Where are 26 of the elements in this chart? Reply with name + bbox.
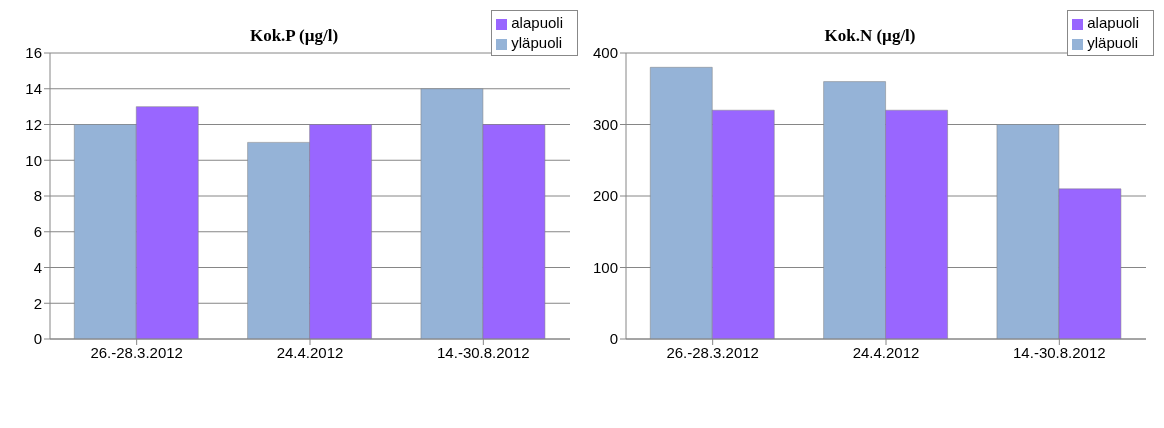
chart-title: Kok.P (µg/l) bbox=[249, 26, 339, 45]
legend-label: alapuoli bbox=[511, 14, 563, 31]
x-tick-label: 14.-30.8.2012 bbox=[437, 343, 530, 361]
legend-label: alapuoli bbox=[1087, 14, 1139, 31]
x-tick-label: 26.-28.3.2012 bbox=[90, 343, 183, 361]
y-tick-label: 16 bbox=[25, 44, 42, 62]
y-tick-label: 300 bbox=[592, 115, 618, 133]
x-tick-label: 24.4.2012 bbox=[276, 343, 344, 361]
y-tick-label: 6 bbox=[33, 223, 42, 241]
y-tick-label: 14 bbox=[25, 80, 42, 98]
y-tick-label: 10 bbox=[25, 151, 42, 169]
legend-label: yläpuoli bbox=[1087, 34, 1139, 51]
y-tick-label: 100 bbox=[592, 258, 618, 276]
y-tick-label: 12 bbox=[25, 115, 42, 133]
y-tick-label: 4 bbox=[33, 258, 42, 276]
y-tick-label: 200 bbox=[592, 187, 618, 205]
y-tick-label: 8 bbox=[33, 187, 42, 205]
x-tick-label: 14.-30.8.2012 bbox=[1013, 343, 1106, 361]
y-tick-label: 0 bbox=[609, 330, 618, 348]
legend-label: yläpuoli bbox=[511, 34, 563, 51]
y-tick-label: 0 bbox=[33, 330, 42, 348]
chart-title: Kok.N (µg/l) bbox=[824, 26, 916, 45]
x-tick-label: 26.-28.3.2012 bbox=[666, 343, 759, 361]
x-tick-label: 24.4.2012 bbox=[852, 343, 920, 361]
y-tick-label: 400 bbox=[592, 44, 618, 62]
y-tick-label: 2 bbox=[33, 294, 42, 312]
